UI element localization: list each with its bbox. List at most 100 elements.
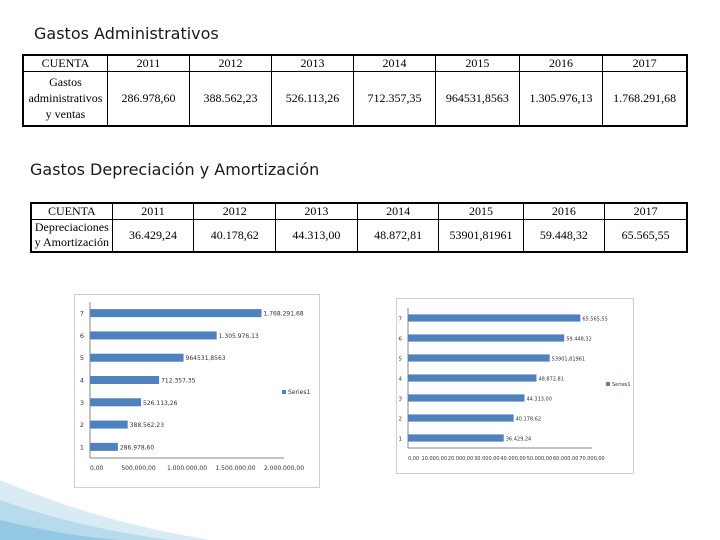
category-label: 7 — [80, 310, 84, 318]
table-cell: 40.178,62 — [193, 219, 277, 252]
table-cell: 964531,8563 — [435, 71, 520, 126]
row-label: Depreciaciones y Amortización — [30, 219, 113, 252]
table-header-row: CUENTA 2011 2012 2013 2014 2015 2016 201… — [22, 54, 688, 72]
table-cell: 526.113,26 — [271, 71, 354, 126]
admin-expenses-chart: 286.978,60 1 388.562,23 2 526.113,26 3 712.357… — [74, 294, 320, 488]
section1-title: Gastos Administrativos — [34, 24, 219, 43]
category-label: 6 — [399, 337, 403, 343]
table-cell: 1.305.976,13 — [518, 71, 604, 126]
bar — [90, 398, 142, 407]
data-label: 53901,81961 — [552, 357, 585, 363]
admin-expenses-table: CUENTA 2011 2012 2013 2014 2015 2016 201… — [22, 54, 688, 127]
bar — [408, 434, 504, 442]
bar — [90, 375, 160, 385]
bar — [90, 331, 217, 340]
header-year: 2014 — [356, 202, 440, 220]
header-year: 2013 — [275, 202, 358, 220]
data-label: 286.978,60 — [120, 444, 155, 451]
table-cell: 1.768.291,68 — [602, 71, 688, 126]
chart-frame — [396, 298, 634, 474]
data-label: 526.113,26 — [143, 400, 178, 407]
bar — [408, 314, 581, 322]
tick-label: 40.000,00 — [500, 456, 525, 462]
header-year: 2012 — [188, 54, 273, 72]
chart-frame — [74, 294, 320, 488]
category-label: 5 — [399, 357, 403, 363]
data-label: 36.429,24 — [506, 437, 531, 443]
legend-label: Series1 — [288, 389, 310, 396]
table-row: Depreciaciones y Amortización 36.429,24 … — [30, 219, 688, 252]
bar — [408, 354, 550, 362]
bar — [408, 374, 537, 382]
data-label: 65.565,55 — [582, 317, 607, 323]
header-year: 2015 — [435, 54, 520, 72]
header-year: 2016 — [518, 54, 604, 72]
tick-label: 70.000,00 — [579, 456, 604, 462]
category-label: 3 — [80, 399, 84, 407]
data-label: 44.313,00 — [526, 397, 551, 403]
category-label: 4 — [399, 377, 403, 383]
tick-label: 2.000.000,00 — [264, 465, 304, 472]
header-cuenta: CUENTA — [30, 202, 113, 220]
depreciation-chart-svg: 36.429,24 1 40.178,62 2 44.313,00 3 48.872,81 4… — [396, 298, 634, 474]
tick-label: 20.000,00 — [448, 456, 473, 462]
category-label: 6 — [80, 332, 84, 340]
data-label: 59.448,32 — [566, 337, 591, 343]
table-cell: 388.562,23 — [188, 71, 273, 126]
depreciation-table: CUENTA 2011 2012 2013 2014 2015 2016 201… — [30, 202, 688, 253]
table-cell: 36.429,24 — [111, 219, 195, 252]
header-year: 2011 — [106, 54, 190, 72]
row-label: Gastos administrativos y ventas — [22, 71, 108, 126]
legend-swatch — [606, 382, 610, 386]
bar — [90, 309, 262, 318]
table-cell: 65.565,55 — [604, 219, 688, 252]
data-label: 388.562,23 — [130, 422, 165, 429]
depreciation-chart: 36.429,24 1 40.178,62 2 44.313,00 3 48.872,81 4… — [396, 298, 634, 474]
bar — [90, 442, 118, 451]
table-cell: 44.313,00 — [275, 219, 358, 252]
category-label: 4 — [80, 377, 84, 385]
header-year: 2013 — [271, 54, 354, 72]
category-label: 2 — [80, 421, 84, 429]
bar — [408, 394, 525, 402]
tick-label: 50.000,00 — [527, 456, 552, 462]
category-label: 2 — [399, 417, 403, 423]
category-label: 3 — [399, 397, 403, 403]
header-year: 2012 — [193, 202, 277, 220]
header-year: 2017 — [604, 202, 688, 220]
table-cell: 53901,81961 — [438, 219, 524, 252]
tick-label: 500.000,00 — [121, 465, 156, 472]
header-year: 2016 — [522, 202, 606, 220]
table-row: Gastos administrativos y ventas 286.978,… — [22, 71, 688, 126]
bar — [408, 414, 514, 422]
table-cell: 712.357,35 — [352, 71, 437, 126]
header-year: 2014 — [352, 54, 437, 72]
tick-label: 10.000,00 — [422, 456, 447, 462]
header-year: 2015 — [438, 202, 524, 220]
tick-label: 0,00 — [408, 456, 419, 462]
tick-label: 60.000,00 — [553, 456, 578, 462]
data-label: 48.872,81 — [538, 377, 563, 383]
header-cuenta: CUENTA — [22, 54, 108, 72]
header-year: 2011 — [111, 202, 195, 220]
table-header-row: CUENTA 2011 2012 2013 2014 2015 2016 201… — [30, 202, 688, 220]
tick-label: 0,00 — [90, 465, 104, 472]
tick-label: 1.500.000,00 — [215, 465, 255, 472]
legend-swatch — [282, 390, 286, 394]
bar — [90, 353, 184, 362]
table-cell: 59.448,32 — [522, 219, 606, 252]
data-label: 40.178,62 — [516, 417, 541, 423]
section2-title: Gastos Depreciación y Amortización — [30, 160, 320, 179]
category-label: 1 — [399, 437, 403, 443]
data-label: 712.357,35 — [161, 378, 196, 385]
header-year: 2017 — [602, 54, 688, 72]
legend-label: Series1 — [612, 382, 631, 388]
admin-expenses-chart-svg: 286.978,60 1 388.562,23 2 526.113,26 3 712.357… — [74, 294, 320, 488]
tick-label: 1.000.000,00 — [167, 465, 207, 472]
category-label: 7 — [399, 317, 403, 323]
data-label: 964531,8563 — [186, 355, 226, 362]
table-cell: 286.978,60 — [106, 71, 190, 126]
category-label: 5 — [80, 354, 84, 362]
data-label: 1.305.976,13 — [219, 333, 259, 340]
table-cell: 48.872,81 — [356, 219, 440, 252]
